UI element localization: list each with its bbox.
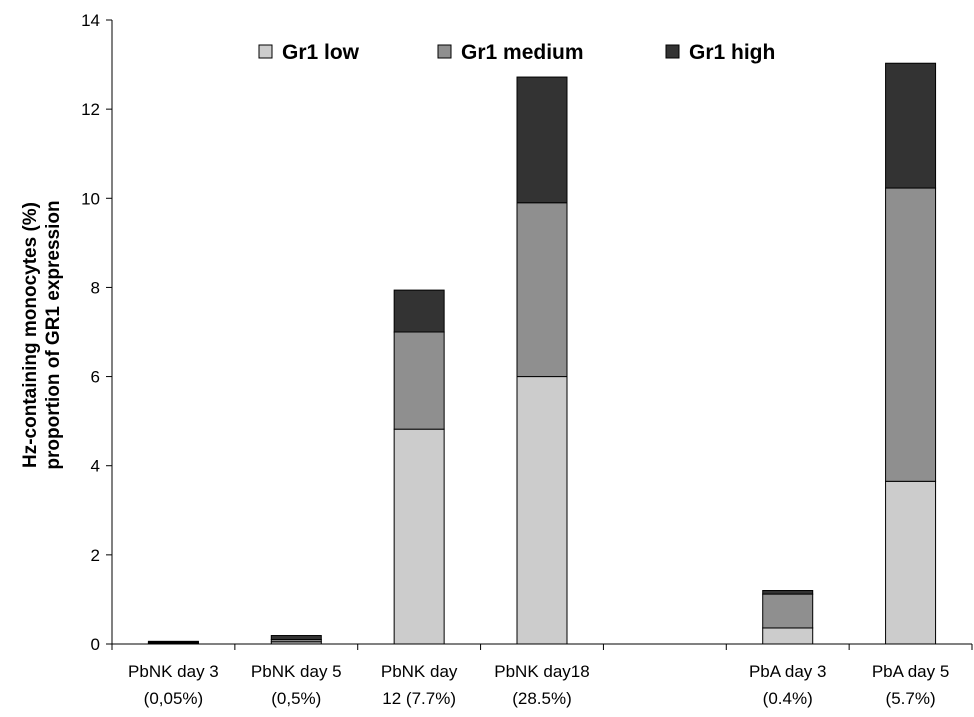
bar-segment-gr1-low	[393, 428, 445, 645]
x-category-label-sub: (5.7%)	[886, 689, 936, 708]
legend-label: Gr1 low	[282, 41, 360, 64]
bar-segment-gr1-high	[516, 76, 568, 204]
x-category-label: PbNK day18	[494, 662, 589, 681]
y-tick-label: 10	[81, 189, 100, 208]
y-tick-label: 2	[91, 546, 100, 565]
x-category-label-sub: (0.4%)	[763, 689, 813, 708]
bar-segment-gr1-high	[270, 635, 322, 641]
y-tick-label: 14	[81, 11, 100, 30]
bar-segment-gr1-high	[885, 62, 937, 189]
y-tick-label: 12	[81, 100, 100, 119]
bar-segment-gr1-high	[147, 640, 199, 643]
y-tick-label: 8	[91, 278, 100, 297]
bar-segment-gr1-medium	[762, 593, 814, 629]
legend-swatch	[258, 44, 273, 59]
x-category-label-sub: (0,5%)	[271, 689, 321, 708]
y-tick-label: 0	[91, 635, 100, 654]
x-category-label: PbA day 5	[872, 662, 950, 681]
x-category-label-sub: 12 (7.7%)	[382, 689, 456, 708]
bar-segment-gr1-medium	[516, 202, 568, 378]
bar-segment-gr1-high	[762, 590, 814, 595]
x-category-label: PbNK day 3	[128, 662, 219, 681]
bar-segment-gr1-low	[885, 480, 937, 645]
bar-segment-gr1-medium	[885, 187, 937, 482]
x-category-label: PbA day 3	[749, 662, 827, 681]
x-category-label-sub: (28.5%)	[512, 689, 572, 708]
x-category-label: PbNK day 5	[251, 662, 342, 681]
y-axis-label-line2: proportion of GR1 expression	[43, 200, 64, 469]
y-tick-label: 4	[91, 457, 100, 476]
bar-segment-gr1-low	[516, 376, 568, 645]
bar-segment-gr1-low	[762, 627, 814, 645]
bar-segment-gr1-medium	[393, 331, 445, 430]
y-axis-label-line1: Hz-containing monocytes (%)	[20, 202, 41, 468]
legend-label: Gr1 medium	[461, 41, 584, 64]
bar-segment-gr1-high	[393, 289, 445, 333]
x-category-label-sub: (0,05%)	[144, 689, 204, 708]
legend-swatch	[665, 44, 680, 59]
x-category-label: PbNK day	[381, 662, 458, 681]
legend-swatch	[437, 44, 452, 59]
y-tick-label: 6	[91, 368, 100, 387]
legend-label: Gr1 high	[689, 41, 775, 64]
